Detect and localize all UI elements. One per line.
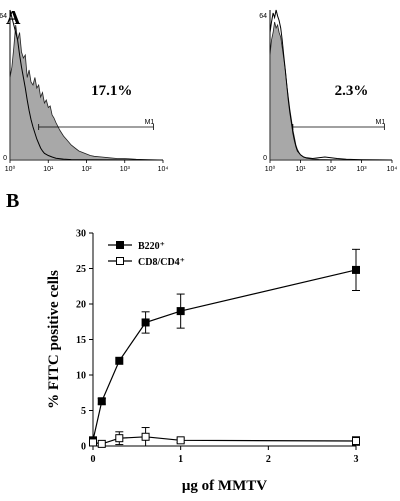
x-tick-label: 10⁰ xyxy=(5,165,16,173)
y-tick-label: 0 xyxy=(81,442,86,453)
control-histogram xyxy=(9,9,164,161)
series-line-0 xyxy=(92,269,357,441)
x-tick-label: 2 xyxy=(266,454,271,465)
x-tick-label: 10¹ xyxy=(295,166,306,173)
y-tick-label: 64 xyxy=(259,13,267,20)
series-line-1 xyxy=(92,436,357,445)
histogram-left: 64 0 10⁰ 10¹ 10² 10³ 10⁴ M1 17.1% xyxy=(0,9,169,173)
legend-label: B220⁺ xyxy=(138,241,165,252)
x-tick-label: 1 xyxy=(178,454,183,465)
data-point xyxy=(97,397,106,406)
x-tick-label: 10² xyxy=(326,166,337,173)
x-tick-label: 10⁰ xyxy=(265,165,276,173)
data-point xyxy=(89,438,97,447)
x-tick-label: 10⁴ xyxy=(158,166,169,173)
data-point xyxy=(352,265,360,274)
data-point xyxy=(97,439,106,448)
data-point xyxy=(141,432,150,441)
x-tick-label: 10⁴ xyxy=(387,166,398,173)
y-tick-label: 10 xyxy=(76,371,86,382)
data-point xyxy=(176,436,185,445)
y-tick-label: 64 xyxy=(0,13,7,20)
legend-label: CD8/CD4⁺ xyxy=(138,257,185,268)
data-point xyxy=(176,307,185,316)
line-chart: 0 5 10 15 20 25 30 0 1 2 3 % FITC positive cells μg … xyxy=(46,229,360,494)
gate-label: M1 xyxy=(376,119,386,126)
y-tick-label: 30 xyxy=(76,229,86,240)
control-histogram xyxy=(269,9,393,161)
gate-percent: 17.1% xyxy=(91,83,132,99)
data-point xyxy=(115,434,124,443)
data-point xyxy=(141,318,150,327)
y-tick-label: 20 xyxy=(76,300,86,311)
shaded-histogram xyxy=(9,24,164,161)
gate-label: M1 xyxy=(145,119,155,126)
y-tick-label: 0 xyxy=(3,155,7,162)
x-tick-label: 10³ xyxy=(356,166,367,173)
y-tick-label: 5 xyxy=(81,406,86,417)
shaded-histogram xyxy=(269,21,393,161)
panel-b-label: B xyxy=(6,190,19,212)
y-tick-label: 0 xyxy=(263,155,267,162)
histogram-right: 64 0 10⁰ 10¹ 10² 10³ 10⁴ M1 2.3% xyxy=(259,9,398,173)
x-tick-label: 3 xyxy=(354,454,359,465)
legend-marker xyxy=(116,257,124,265)
x-tick-label: 0 xyxy=(91,454,96,465)
x-axis-label: μg of MMTV xyxy=(182,478,267,494)
x-tick-label: 10³ xyxy=(120,166,131,173)
data-point xyxy=(352,437,360,446)
y-tick-label: 15 xyxy=(76,335,86,346)
x-tick-label: 10² xyxy=(81,166,92,173)
x-tick-label: 10¹ xyxy=(43,166,54,173)
data-point xyxy=(115,356,124,365)
y-axis-label: % FITC positive cells xyxy=(46,270,62,409)
legend-marker xyxy=(116,241,124,249)
y-tick-label: 25 xyxy=(76,264,86,275)
gate-percent: 2.3% xyxy=(335,83,369,99)
